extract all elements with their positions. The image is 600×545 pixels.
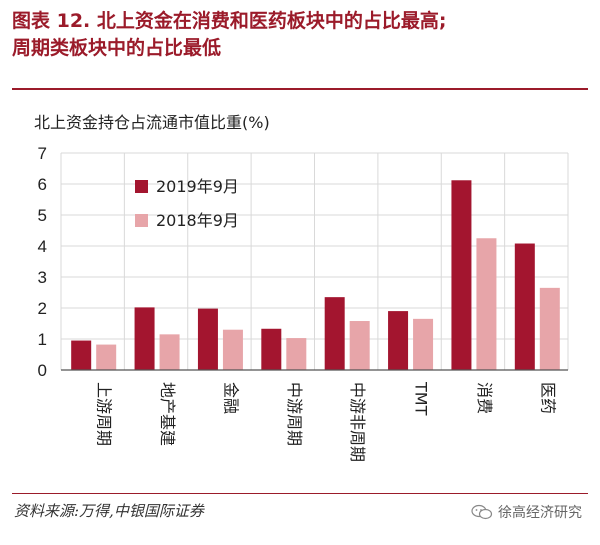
bar-series-2 bbox=[349, 321, 370, 370]
y-tick-label: 2 bbox=[38, 299, 47, 318]
figure-title-line-1: 图表 12. 北上资金在消费和医药板块中的占比最高; bbox=[12, 10, 447, 32]
x-tick-label: 上游周期 bbox=[95, 382, 114, 446]
legend-label: 2019年9月 bbox=[156, 177, 239, 196]
y-tick-label: 5 bbox=[38, 206, 47, 225]
y-tick-label: 7 bbox=[38, 144, 47, 163]
bar-series-2 bbox=[222, 329, 243, 370]
wechat-icon bbox=[471, 504, 493, 520]
bar-chart: 北上资金持仓占流通市值比重(%) 0 1 2 3 4 5 6 7 上游周期 地产基建 金融 中游周期 中游… bbox=[34, 113, 569, 462]
x-tick-label: 金融 bbox=[221, 382, 240, 414]
bar-series-2 bbox=[476, 238, 497, 370]
bar-series-2 bbox=[413, 318, 434, 370]
watermark-label: 徐高经济研究 bbox=[498, 505, 582, 521]
bar-series-1 bbox=[71, 340, 92, 370]
bar-series-1 bbox=[324, 297, 345, 370]
bar-series-1 bbox=[261, 328, 282, 370]
y-tick-label: 6 bbox=[38, 175, 47, 194]
figure-title-line-2: 周期类板块中的占比最低 bbox=[12, 37, 222, 59]
title-divider bbox=[12, 88, 588, 90]
bar-series-1 bbox=[514, 243, 535, 370]
x-tick-label: 消费 bbox=[475, 382, 494, 414]
watermark: 徐高经济研究 bbox=[471, 502, 582, 522]
chart-title: 北上资金持仓占流通市值比重(%) bbox=[34, 113, 270, 132]
bar-series-2 bbox=[96, 344, 117, 370]
bar-series-1 bbox=[451, 180, 472, 370]
x-tick-label: 中游周期 bbox=[285, 382, 304, 446]
figure-title: 图表 12. 北上资金在消费和医药板块中的占比最高; 周期类板块中的占比最低 bbox=[12, 8, 592, 62]
y-tick-label: 0 bbox=[38, 361, 47, 380]
bar-series-1 bbox=[197, 308, 218, 370]
footer-divider bbox=[12, 493, 588, 494]
y-tick-label: 1 bbox=[38, 330, 47, 349]
y-tick-label: 4 bbox=[38, 237, 47, 256]
bar-series-2 bbox=[159, 334, 180, 370]
source-note: 资料来源:万得,中银国际证券 bbox=[14, 502, 204, 520]
bar-series-1 bbox=[134, 307, 155, 370]
legend-swatch bbox=[135, 214, 148, 227]
x-tick-label: 地产基建 bbox=[158, 382, 177, 446]
x-tick-label: TMT bbox=[412, 381, 431, 416]
x-tick-label: 医药 bbox=[538, 382, 557, 414]
legend-label: 2018年9月 bbox=[156, 211, 239, 230]
bar-series-1 bbox=[388, 311, 409, 370]
x-tick-label: 中游非周期 bbox=[348, 382, 367, 462]
legend-swatch bbox=[135, 180, 148, 193]
y-tick-label: 3 bbox=[38, 268, 47, 287]
bar-series-2 bbox=[539, 287, 560, 370]
bar-series-2 bbox=[286, 338, 307, 370]
